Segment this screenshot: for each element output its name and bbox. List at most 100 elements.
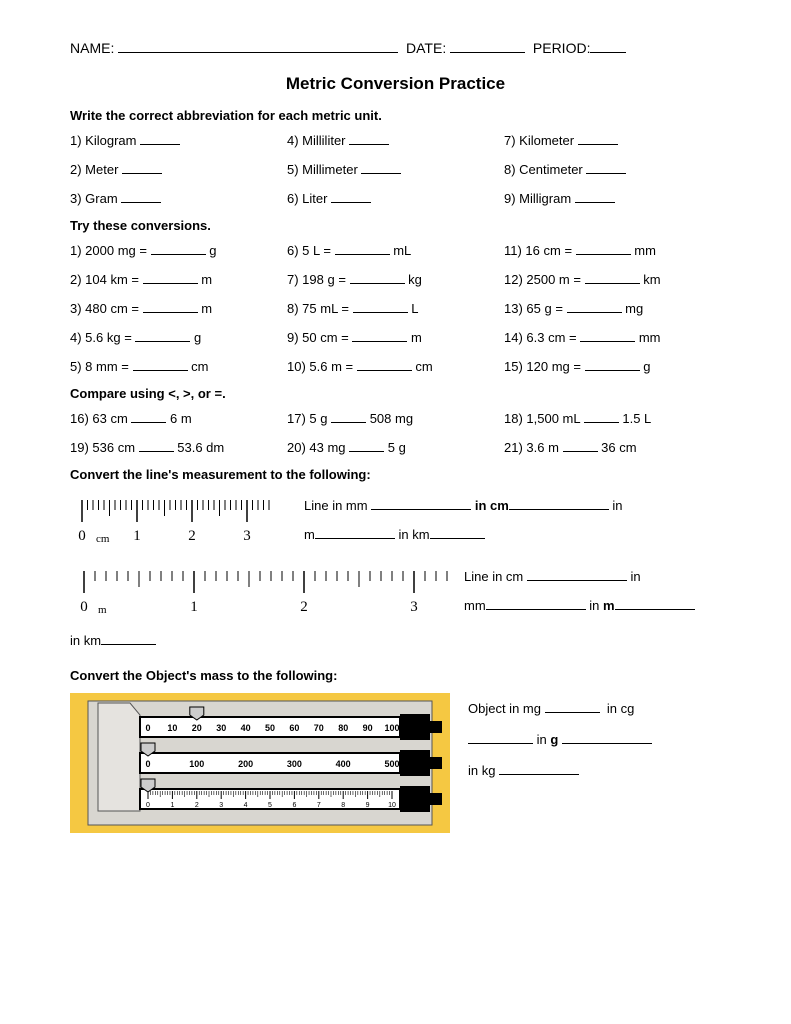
line2-mm-label: mm [464, 598, 486, 613]
conv-blank[interactable] [335, 254, 390, 255]
conv-blank[interactable] [353, 312, 408, 313]
name-blank[interactable] [118, 52, 398, 53]
mass-kg-blank[interactable] [499, 774, 579, 775]
line1-m-label: m [304, 527, 315, 542]
conv-blank[interactable] [143, 283, 198, 284]
svg-text:9: 9 [366, 802, 370, 809]
ruler1-row: 0123cm Line in mm in cm in m in km [70, 492, 721, 549]
abbrev-blank[interactable] [121, 202, 161, 203]
conversion-item: 13) 65 g = mg [504, 301, 721, 316]
abbrev-blank[interactable] [361, 173, 401, 174]
abbrev-blank[interactable] [586, 173, 626, 174]
svg-text:g: g [404, 723, 410, 733]
conv-blank[interactable] [585, 283, 640, 284]
svg-text:2: 2 [195, 802, 199, 809]
period-blank[interactable] [590, 52, 626, 53]
svg-text:0: 0 [80, 599, 88, 615]
conv-blank[interactable] [143, 312, 198, 313]
balance-row: 0102030405060708090100g0100200300400500g… [70, 693, 721, 833]
conv-blank[interactable] [151, 254, 206, 255]
line1-cm-label: in cm [475, 498, 509, 513]
svg-text:0: 0 [145, 723, 150, 733]
conv-blank[interactable] [567, 312, 622, 313]
abbrev-item: 3) Gram [70, 191, 287, 206]
abbrev-item: 5) Millimeter [287, 162, 504, 177]
compare-item: 17) 5 g 508 mg [287, 411, 504, 426]
line2-km-label: in km [70, 633, 101, 648]
abbrev-blank[interactable] [578, 144, 618, 145]
svg-text:8: 8 [341, 802, 345, 809]
section1-heading: Write the correct abbreviation for each … [70, 108, 721, 123]
line1-mm-blank[interactable] [371, 509, 471, 510]
svg-text:0: 0 [78, 528, 86, 544]
line1-km-label: in km [398, 527, 429, 542]
section3-grid: 16) 63 cm 6 m17) 5 g 508 mg18) 1,500 mL … [70, 411, 721, 455]
line2-m-blank[interactable] [615, 609, 695, 610]
abbrev-blank[interactable] [349, 144, 389, 145]
abbrev-item: 7) Kilometer [504, 133, 721, 148]
header-line: NAME: DATE: PERIOD: [70, 40, 721, 56]
page-title: Metric Conversion Practice [70, 74, 721, 94]
conv-blank[interactable] [135, 341, 190, 342]
conversion-item: 4) 5.6 kg = g [70, 330, 287, 345]
abbrev-item: 4) Milliliter [287, 133, 504, 148]
conversion-item: 3) 480 cm = m [70, 301, 287, 316]
svg-text:1: 1 [190, 599, 198, 615]
svg-text:90: 90 [363, 723, 373, 733]
mass-mg-blank[interactable] [545, 712, 600, 713]
compare-blank[interactable] [131, 422, 166, 423]
abbrev-blank[interactable] [331, 202, 371, 203]
abbrev-blank[interactable] [140, 144, 180, 145]
ruler2-convert: Line in cm in mm in m [464, 563, 695, 620]
abbrev-blank[interactable] [122, 173, 162, 174]
conversion-item: 12) 2500 m = km [504, 272, 721, 287]
conversion-item: 14) 6.3 cm = mm [504, 330, 721, 345]
compare-blank[interactable] [331, 422, 366, 423]
svg-text:20: 20 [192, 723, 202, 733]
compare-blank[interactable] [584, 422, 619, 423]
mass-g-blank2[interactable] [562, 743, 652, 744]
svg-text:200: 200 [238, 759, 253, 769]
svg-text:7: 7 [317, 802, 321, 809]
mass-g-blank1[interactable] [468, 743, 533, 744]
svg-text:1: 1 [170, 802, 174, 809]
svg-text:500: 500 [384, 759, 399, 769]
section2-grid: 1) 2000 mg = g6) 5 L = mL11) 16 cm = mm2… [70, 243, 721, 374]
conv-blank[interactable] [350, 283, 405, 284]
svg-text:40: 40 [241, 723, 251, 733]
conv-blank[interactable] [580, 341, 635, 342]
ruler2: 0123m [70, 563, 450, 623]
abbrev-blank[interactable] [575, 202, 615, 203]
date-blank[interactable] [450, 52, 525, 53]
conv-blank[interactable] [133, 370, 188, 371]
svg-text:10: 10 [388, 802, 396, 809]
line2-cm-blank[interactable] [527, 580, 627, 581]
svg-text:g: g [404, 759, 410, 769]
conv-blank[interactable] [352, 341, 407, 342]
conversion-item: 15) 120 mg = g [504, 359, 721, 374]
conv-blank[interactable] [576, 254, 631, 255]
compare-blank[interactable] [349, 451, 384, 452]
line2-mm-blank[interactable] [486, 609, 586, 610]
line1-km-blank[interactable] [430, 538, 485, 539]
svg-text:cm: cm [96, 533, 110, 545]
line1-cm-blank[interactable] [509, 509, 609, 510]
conv-blank[interactable] [357, 370, 412, 371]
compare-blank[interactable] [563, 451, 598, 452]
svg-text:10: 10 [167, 723, 177, 733]
mass-in-label: in [537, 732, 547, 747]
line1-m-blank[interactable] [315, 538, 395, 539]
line2-m-label: m [603, 598, 615, 613]
compare-blank[interactable] [139, 451, 174, 452]
conv-blank[interactable] [585, 370, 640, 371]
ruler1-convert: Line in mm in cm in m in km [304, 492, 623, 549]
abbrev-item: 1) Kilogram [70, 133, 287, 148]
line2-km-blank[interactable] [101, 644, 156, 645]
svg-text:300: 300 [287, 759, 302, 769]
svg-text:2: 2 [300, 599, 308, 615]
svg-text:100: 100 [384, 723, 399, 733]
conversion-item: 9) 50 cm = m [287, 330, 504, 345]
section2-heading: Try these conversions. [70, 218, 721, 233]
line2-cm-label: Line in cm [464, 569, 523, 584]
triple-beam-balance: 0102030405060708090100g0100200300400500g… [70, 693, 450, 833]
